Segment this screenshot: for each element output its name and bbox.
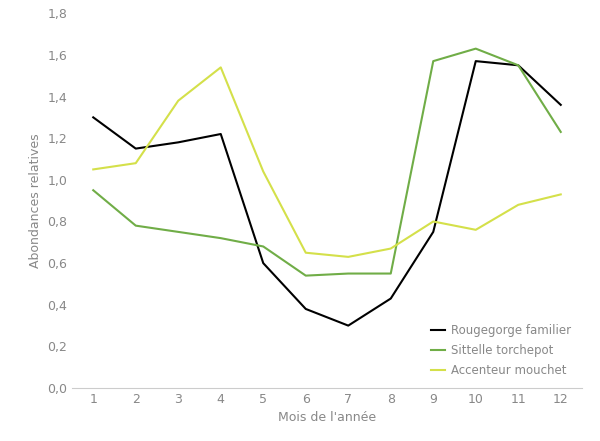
Y-axis label: Abondances relatives: Abondances relatives <box>29 133 41 268</box>
X-axis label: Mois de l'année: Mois de l'année <box>278 411 376 425</box>
Legend: Rougegorge familier, Sittelle torchepot, Accenteur mouchet: Rougegorge familier, Sittelle torchepot,… <box>427 320 576 382</box>
